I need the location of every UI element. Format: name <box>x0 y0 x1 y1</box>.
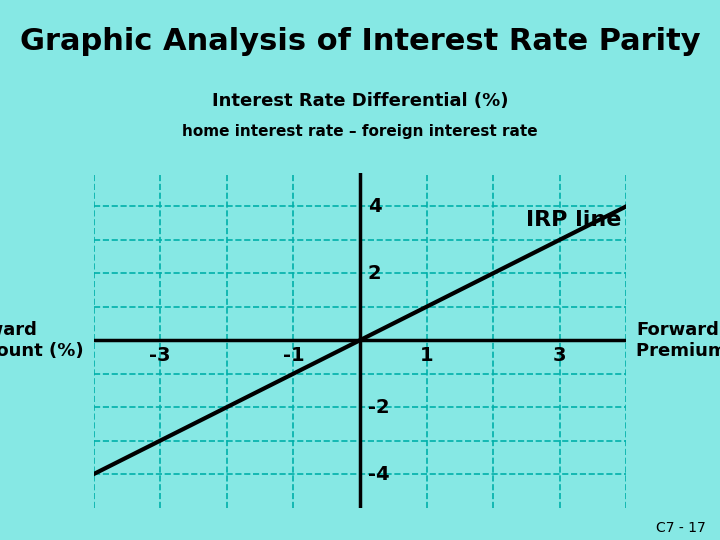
Text: -4: -4 <box>368 464 390 484</box>
Text: 4: 4 <box>368 197 382 216</box>
Text: Forward
Premium (%): Forward Premium (%) <box>636 321 720 360</box>
Text: IRP line: IRP line <box>526 210 622 230</box>
Text: Forward
Discount (%): Forward Discount (%) <box>0 321 84 360</box>
Text: home interest rate – foreign interest rate: home interest rate – foreign interest ra… <box>182 124 538 139</box>
Text: 1: 1 <box>420 346 433 365</box>
Text: 2: 2 <box>368 264 382 283</box>
Text: Graphic Analysis of Interest Rate Parity: Graphic Analysis of Interest Rate Parity <box>19 27 701 56</box>
Text: -1: -1 <box>282 346 305 365</box>
Text: -3: -3 <box>150 346 171 365</box>
Text: 3: 3 <box>553 346 567 365</box>
Text: C7 - 17: C7 - 17 <box>656 521 706 535</box>
Text: Interest Rate Differential (%): Interest Rate Differential (%) <box>212 92 508 110</box>
Text: -2: -2 <box>368 397 390 417</box>
